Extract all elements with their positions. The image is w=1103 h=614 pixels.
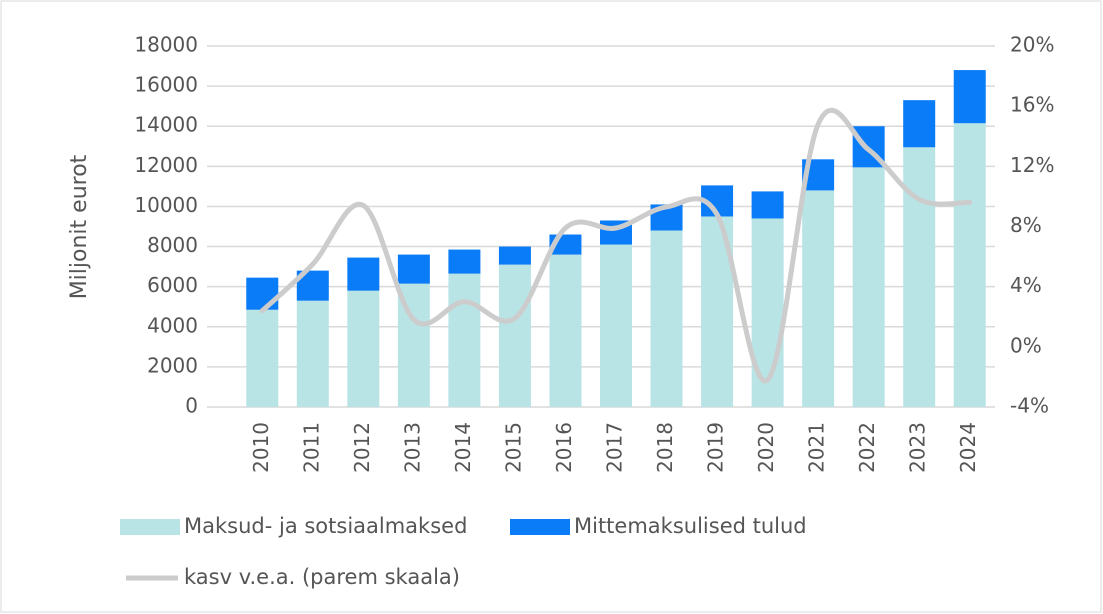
x-tick-label: 2015	[501, 422, 525, 473]
line	[259, 107, 973, 384]
x-tick-label: 2016	[552, 422, 576, 473]
bar	[246, 277, 279, 310]
legend-label: Maksud- ja sotsiaalmaksed	[184, 514, 467, 538]
bar	[650, 230, 683, 407]
x-tick-label: 2018	[653, 422, 677, 473]
y2-tick-label: 0%	[1010, 333, 1042, 357]
bar	[953, 70, 986, 124]
bar	[397, 254, 430, 284]
y-tick-label: 16000	[134, 73, 198, 97]
x-tick-label: 2010	[249, 422, 273, 473]
x-tick-label: 2017	[603, 422, 627, 473]
x-tick-label: 2022	[855, 422, 879, 473]
bar	[448, 249, 481, 274]
x-tick-label: 2024	[956, 422, 980, 473]
bar	[296, 300, 329, 407]
bar	[852, 167, 885, 407]
x-tick-label: 2012	[350, 422, 374, 473]
bar	[498, 264, 531, 407]
y-tick-label: 2000	[147, 353, 198, 377]
y2-tick-label: 4%	[1010, 273, 1042, 297]
legend-swatch	[510, 519, 570, 535]
bar	[347, 290, 380, 407]
x-tick-label: 2013	[400, 422, 424, 473]
legend-label: Mittemaksulised tulud	[574, 514, 807, 538]
legend-swatch	[120, 519, 180, 535]
bar	[246, 309, 279, 407]
x-tick-label: 2023	[906, 422, 930, 473]
y2-tick-label: 20%	[1010, 33, 1054, 57]
y-tick-label: 0	[185, 394, 198, 418]
bar	[549, 254, 582, 407]
y-tick-label: 8000	[147, 233, 198, 257]
bar	[953, 123, 986, 407]
bar	[498, 246, 531, 265]
bar	[903, 100, 936, 148]
bar	[347, 257, 380, 291]
legend-label: kasv v.e.a. (parem skaala)	[184, 565, 460, 589]
y2-tick-label: 12%	[1010, 153, 1054, 177]
bar	[802, 190, 835, 407]
y2-tick-label: 16%	[1010, 93, 1054, 117]
bar	[751, 191, 784, 219]
y-tick-label: 4000	[147, 313, 198, 337]
y2-tick-label: 8%	[1010, 213, 1042, 237]
x-tick-label: 2014	[451, 422, 475, 473]
y-axis-title: Miljonit eurot	[67, 154, 92, 299]
y-tick-label: 18000	[134, 33, 198, 57]
x-tick-label: 2019	[704, 422, 728, 473]
y-tick-label: 14000	[134, 113, 198, 137]
y-tick-label: 6000	[147, 273, 198, 297]
y-tick-label: 10000	[134, 193, 198, 217]
y2-tick-label: -4%	[1010, 394, 1049, 418]
y-tick-label: 12000	[134, 153, 198, 177]
bar	[903, 147, 936, 407]
x-tick-label: 2011	[299, 422, 323, 473]
bar	[448, 273, 481, 407]
x-tick-label: 2021	[805, 422, 829, 473]
bar	[600, 244, 632, 407]
x-tick-label: 2020	[754, 422, 778, 473]
